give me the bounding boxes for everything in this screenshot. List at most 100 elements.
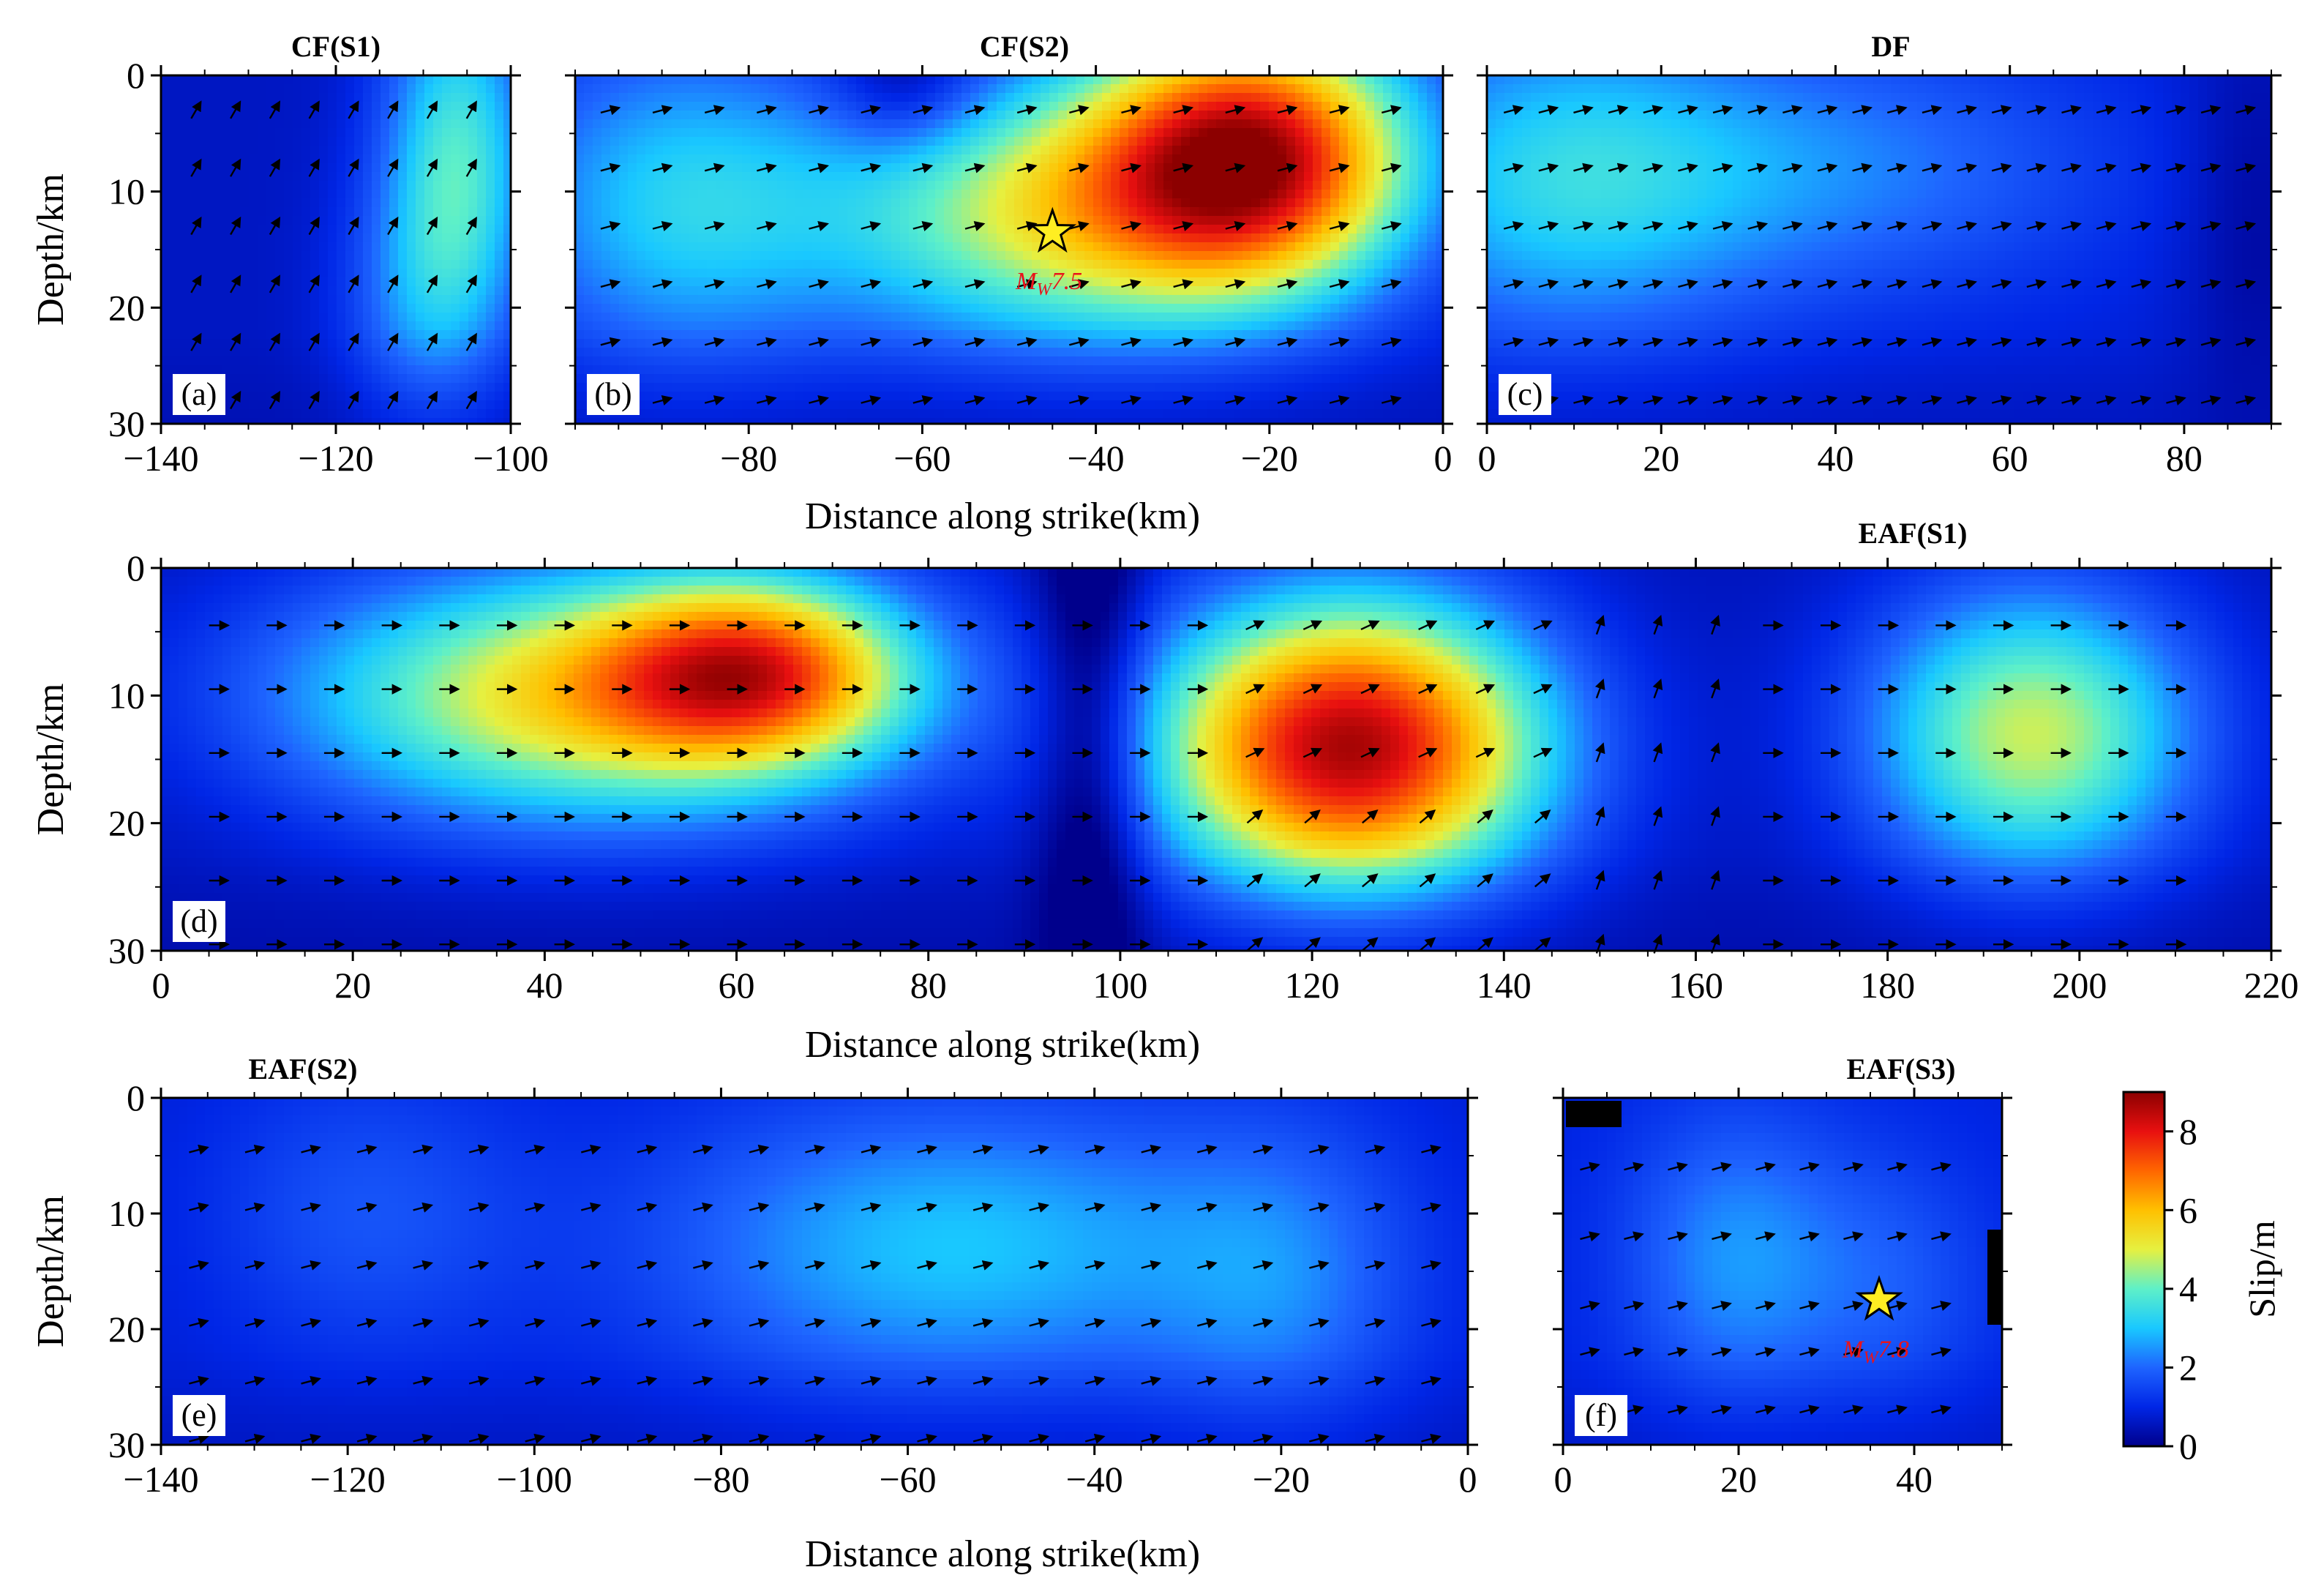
slip-cell [979,172,989,182]
slip-cell [681,137,690,146]
slip-cell [935,321,945,331]
slip-cell [328,269,337,278]
slip-cell [337,233,346,243]
slip-cell [1260,277,1270,287]
slip-cell [962,146,971,155]
slip-cell [1128,295,1138,304]
slip-cell [1251,119,1261,129]
slip-cell [1392,330,1401,340]
slip-cell [1383,260,1392,269]
slip-cell [310,304,320,313]
slip-cell [1251,198,1261,208]
slip-cell [1146,348,1155,357]
slip-cell [1093,260,1103,269]
slip-cell [751,295,760,304]
slip-cell [1076,137,1085,146]
slip-cell [486,198,495,208]
slip-cell [1199,93,1208,102]
slip-cell [1365,172,1375,182]
slip-cell [663,172,672,182]
slip-cell [1102,111,1112,120]
slip-cell [1181,128,1191,138]
slip-cell [1436,207,1443,217]
slip-cell [698,154,708,164]
slip-cell [310,251,320,261]
slip-cell [1401,356,1410,366]
slip-cell [962,216,971,225]
slip-cell [1365,216,1375,225]
slip-cell [953,225,962,234]
slip-cell [909,172,918,182]
slip-cell [944,128,953,138]
slip-cell [751,251,760,261]
slip-cell [354,111,364,120]
slip-cell [416,146,425,155]
slip-cell [716,251,725,261]
slip-cell [584,172,593,182]
slip-cell [398,225,408,234]
slip-cell [1278,181,1287,190]
slip-cell [751,286,760,296]
slip-cell [584,181,593,190]
slip-cell [205,146,214,155]
slip-cell [847,251,857,261]
slip-cell [460,190,469,199]
slip-cell [310,172,320,182]
slip-cell [1014,339,1024,348]
slip-cell [275,348,285,357]
slip-cell [663,365,672,375]
slip-cell [1365,128,1375,138]
slip-cell [724,260,734,269]
slip-cell [345,260,355,269]
slip-cell [742,321,751,331]
slip-cell [1067,233,1076,243]
slip-cell [284,102,293,111]
slip-cell [1058,102,1068,111]
slip-cell [637,93,646,102]
slip-cell [205,233,214,243]
slip-cell [503,269,511,278]
slip-cell [179,163,188,173]
slip-cell [786,190,795,199]
slip-cell [1383,111,1392,120]
slip-cell [601,304,611,313]
slip-cell [266,190,276,199]
slip-cell [1242,102,1252,111]
slip-cell [619,286,629,296]
slip-cell [1172,295,1182,304]
slip-cell [1093,330,1103,340]
slip-cell [328,418,337,424]
slip-cell [1409,339,1419,348]
slip-cell [503,348,511,357]
slip-cell [363,251,372,261]
slip-cell [1137,119,1147,129]
slip-cell [266,374,276,384]
slip-cell [275,154,285,164]
slip-cell [372,304,381,313]
slip-cell [1304,163,1313,173]
slip-cell [1023,260,1032,269]
slip-cell [1146,216,1155,225]
slip-cell [786,225,795,234]
slip-cell [953,242,962,252]
slip-cell [214,154,223,164]
slip-cell [398,313,408,322]
slip-cell [953,163,962,173]
slip-cell [751,102,760,111]
slip-cell [953,233,962,243]
slip-cell [442,172,451,182]
slip-cell [284,348,293,357]
slip-cell [381,418,390,424]
slip-cell [689,269,699,278]
slip-cell [1278,216,1287,225]
slip-cell [926,75,936,85]
slip-cell [424,295,434,304]
slip-cell [1409,137,1419,146]
slip-cell [1401,269,1410,278]
slip-cell [372,277,381,287]
slip-cell [319,339,329,348]
slip-cell [1120,225,1129,234]
slip-cell [663,286,672,296]
slip-cell [240,102,250,111]
slip-cell [689,260,699,269]
